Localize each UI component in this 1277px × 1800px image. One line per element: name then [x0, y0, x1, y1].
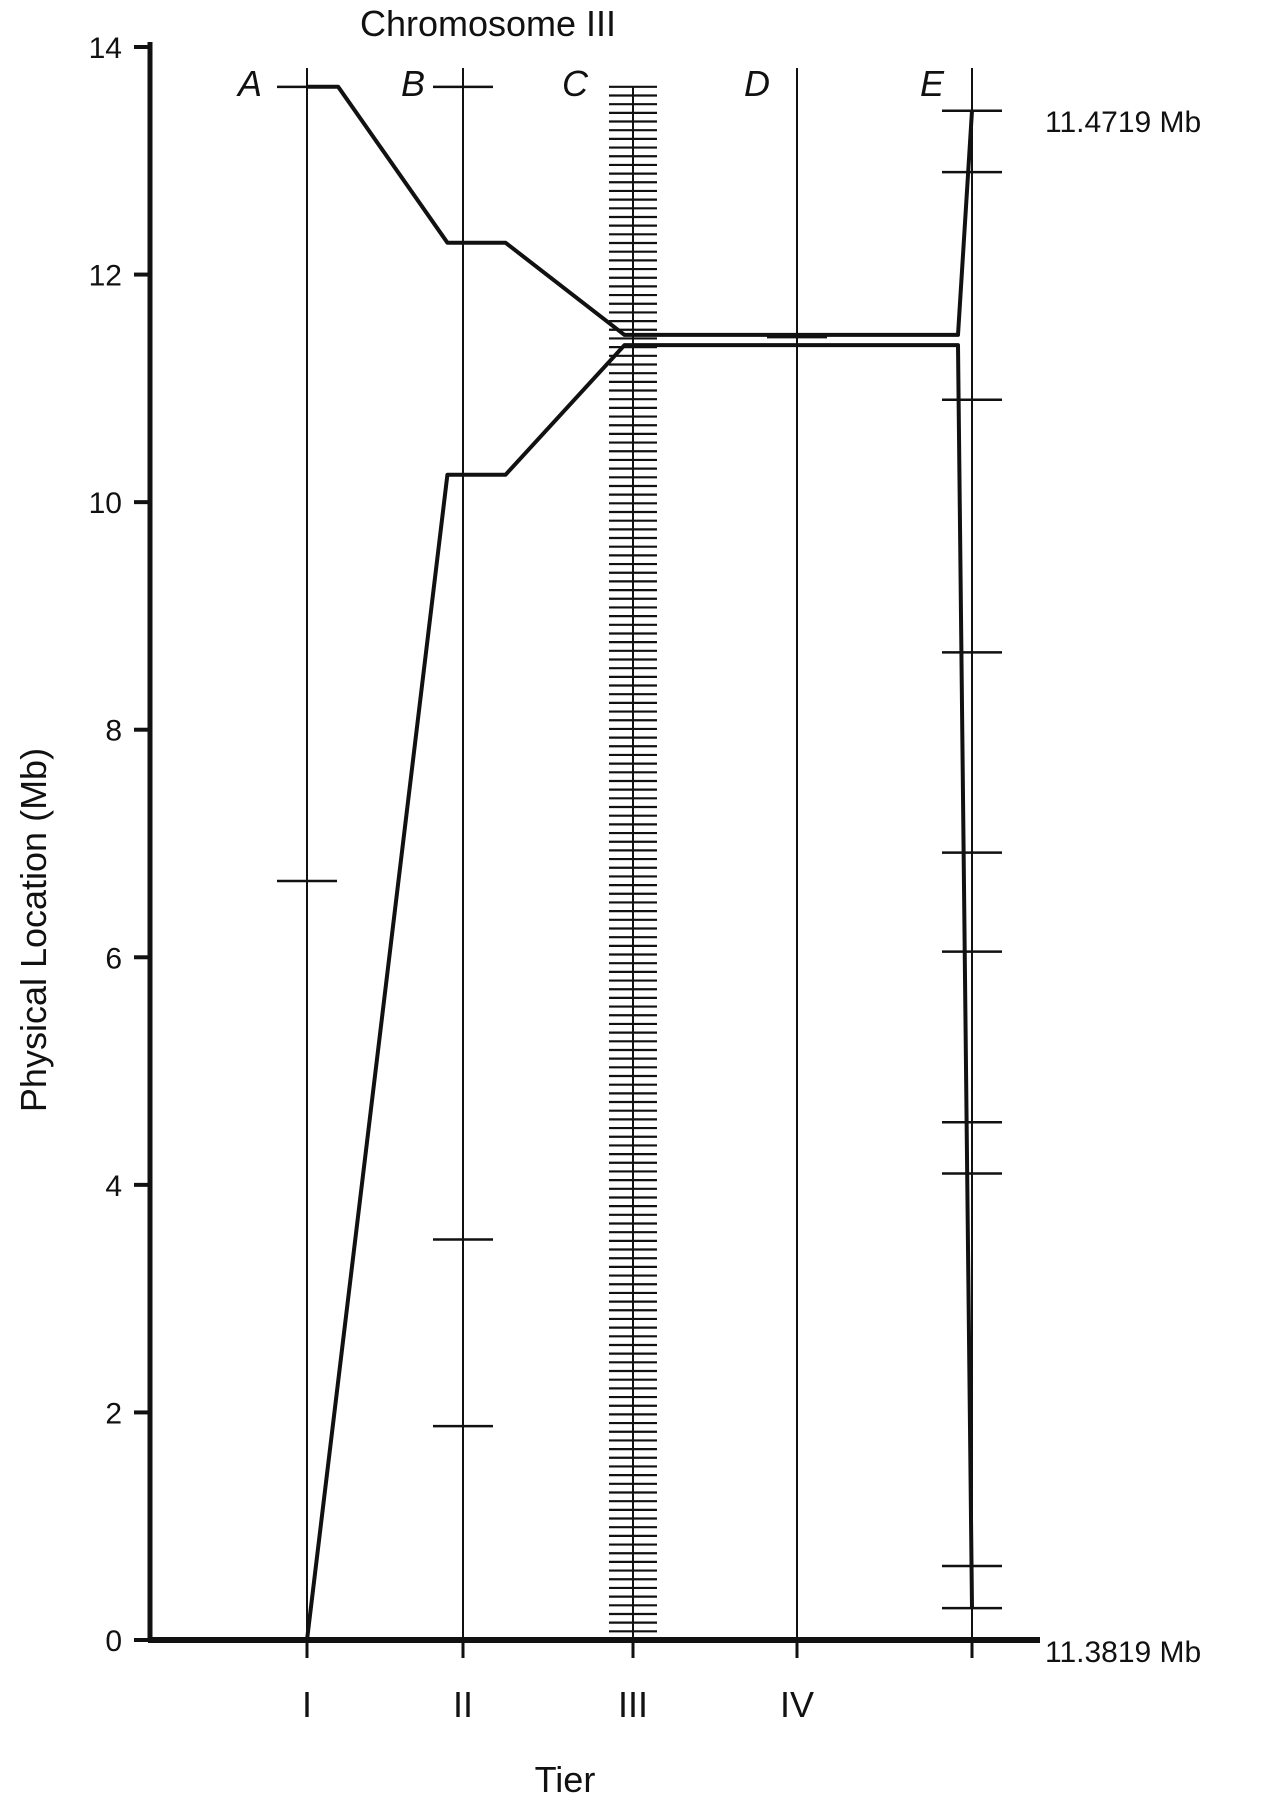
y-tick-label: 6 [105, 942, 122, 975]
y-tick-label: 4 [105, 1170, 122, 1203]
y-tick-label: 12 [89, 260, 122, 293]
panel-letter: C [562, 63, 589, 104]
chart-title: Chromosome III [360, 3, 616, 44]
y-axis-title: Physical Location (Mb) [13, 748, 54, 1112]
lower-bound-label: 11.3819 Mb [1045, 1636, 1201, 1669]
y-tick-label: 0 [105, 1625, 122, 1658]
tier-label: III [618, 1684, 648, 1725]
panel-letter: D [744, 63, 770, 104]
panel-letter: E [920, 63, 945, 104]
tier-lines-layer [306, 68, 973, 1640]
lower-boundary-line [305, 343, 974, 1641]
tier-label: I [302, 1684, 312, 1725]
upper-boundary-line [307, 84, 974, 337]
y-tick-label: 2 [105, 1397, 122, 1430]
tier-label: IV [780, 1684, 814, 1725]
x-axis-title: Tier [535, 1759, 596, 1800]
panel-letter: A [236, 63, 262, 104]
y-tick-label: 14 [89, 32, 122, 65]
y-tick-label: 10 [89, 487, 122, 520]
boundary-lines-layer [305, 84, 974, 1641]
tier-label: II [453, 1684, 473, 1725]
y-tick-label: 8 [105, 715, 122, 748]
upper-bound-label: 11.4719 Mb [1045, 106, 1201, 139]
panel-letter: B [401, 63, 425, 104]
marker-layer [277, 85, 1002, 1643]
labels-layer: Chromosome III Tier Physical Location (M… [13, 3, 1201, 1800]
